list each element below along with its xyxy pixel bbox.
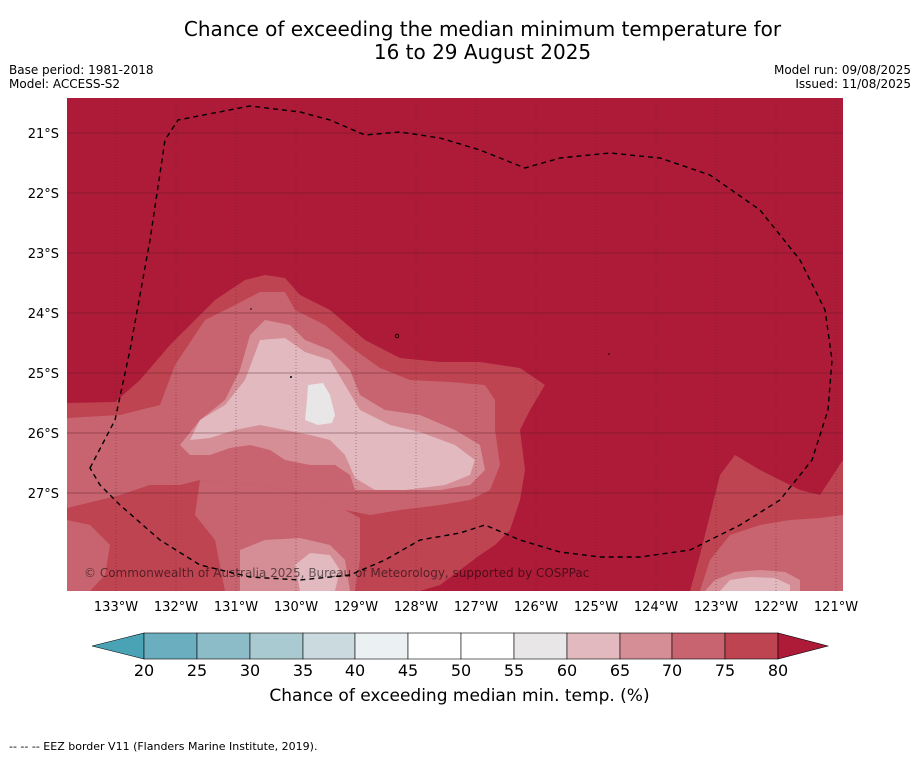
meta-right: Model run: 09/08/2025 Issued: 11/08/2025 [774, 63, 911, 91]
copyright-text: © Commonwealth of Australia 2025, Bureau… [84, 566, 589, 580]
lon-label: 132°W [154, 600, 198, 615]
lon-label: 121°W [814, 600, 858, 615]
colorbar-tick: 40 [345, 661, 365, 680]
lon-label: 130°W [274, 600, 318, 615]
colorbar-tick: 65 [610, 661, 630, 680]
lon-label: 126°W [514, 600, 558, 615]
title-line-1: Chance of exceeding the median minimum t… [183, 17, 782, 41]
colorbar-tick: 45 [398, 661, 418, 680]
model-text: Model: ACCESS-S2 [9, 77, 121, 91]
colorbar-tick: 75 [715, 661, 735, 680]
island-dot [290, 376, 292, 378]
meta-left: Base period: 1981-2018 Model: ACCESS-S2 [9, 63, 154, 91]
lon-label: 123°W [694, 600, 738, 615]
colorbar-tick: 50 [451, 661, 471, 680]
colorbar-tick: 35 [293, 661, 313, 680]
colorbar-box [143, 632, 198, 660]
colorbar-box [354, 632, 409, 660]
model-run-text: Model run: 09/08/2025 [773, 63, 911, 77]
region-55-center [305, 383, 335, 425]
colorbar-high-extension [777, 632, 830, 660]
colorbar-tick: 70 [662, 661, 682, 680]
lon-label: 124°W [634, 600, 678, 615]
lon-gridlines [115, 98, 837, 591]
lon-label: 129°W [334, 600, 378, 615]
title-line-2: 16 to 29 August 2025 [373, 40, 592, 64]
colorbar-ticks: 20 25 30 35 40 45 50 55 60 65 70 75 80 [134, 661, 788, 680]
lat-label: 25°S [28, 367, 59, 382]
lon-label: 133°W [94, 600, 138, 615]
lon-label: 127°W [454, 600, 498, 615]
lat-label: 24°S [28, 307, 59, 322]
colorbar-box [302, 632, 356, 660]
eez-legend-text: -- -- -- EEZ border V11 (Flanders Marine… [9, 740, 318, 753]
colorbar [91, 632, 830, 660]
colorbar-tick: 25 [187, 661, 207, 680]
issued-text: Issued: 11/08/2025 [795, 77, 911, 91]
colorbar-box [671, 632, 726, 660]
colorbar-box [249, 632, 304, 660]
map-title: Chance of exceeding the median minimum t… [0, 18, 919, 64]
lon-label: 125°W [574, 600, 618, 615]
lon-label: 122°W [754, 600, 798, 615]
colorbar-tick: 60 [557, 661, 577, 680]
colorbar-box [460, 632, 515, 660]
lat-gridlines [67, 132, 843, 494]
lat-labels: 21°S 22°S 23°S 24°S 25°S 26°S 27°S [28, 127, 59, 502]
colorbar-tick: 30 [240, 661, 260, 680]
region-70-southwest [67, 520, 110, 591]
colorbar-box [407, 632, 462, 660]
colorbar-box [619, 632, 673, 660]
region-60-southeast [720, 577, 790, 591]
island-dot [394, 333, 400, 339]
lat-label: 26°S [28, 427, 59, 442]
island-dot [250, 308, 252, 310]
lon-labels: 133°W 132°W 131°W 130°W 129°W 128°W 127°… [94, 600, 858, 615]
colorbar-low-extension [91, 632, 145, 660]
lat-label: 21°S [28, 127, 59, 142]
island-dot [608, 353, 610, 355]
colorbar-label: Chance of exceeding median min. temp. (%… [269, 686, 650, 706]
colorbar-tick: 55 [504, 661, 524, 680]
colorbar-box [196, 632, 251, 660]
region-60-south [295, 553, 340, 591]
base-period-text: Base period: 1981-2018 [9, 63, 154, 77]
lat-label: 22°S [28, 187, 59, 202]
colorbar-box [724, 632, 779, 660]
eez-border [89, 105, 833, 581]
colorbar-tick: 80 [768, 661, 788, 680]
lat-label: 27°S [28, 487, 59, 502]
lat-label: 23°S [28, 247, 59, 262]
lon-label: 131°W [214, 600, 258, 615]
map-area [67, 98, 843, 591]
lon-label: 128°W [394, 600, 438, 615]
colorbar-tick: 20 [134, 661, 154, 680]
colorbar-box [566, 632, 621, 660]
colorbar-box [513, 632, 568, 660]
